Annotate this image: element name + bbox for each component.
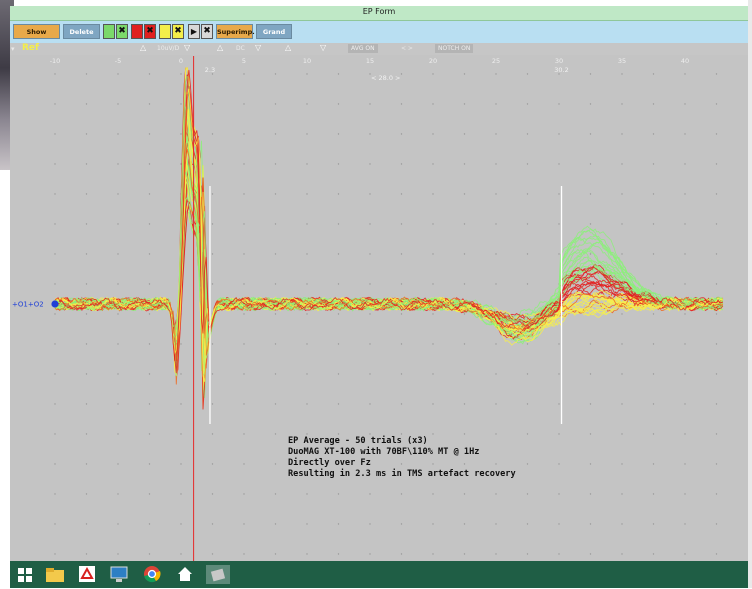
ep-trace [54,136,724,377]
toolbar: Show Cursors Delete all ✖ ✖ ✖ ▶ ✖ Superi… [10,21,748,51]
ep-trace [54,109,724,390]
ep-trace [54,118,723,399]
ep-trace [54,139,723,372]
ep-trace [54,158,724,362]
window-title: EP Form [362,7,396,16]
avg-on-toggle[interactable]: AVG ON [348,44,378,53]
ep-trace [54,183,723,365]
yellow-trace-swatch[interactable] [159,24,171,39]
ref-label: Ref [22,43,39,53]
filter-up-icon[interactable]: △ [285,43,292,52]
ep-trace [54,141,724,377]
x-tick-label: 5 [242,57,246,65]
scale-label: 10uV/D [157,45,180,52]
superimpose-button[interactable]: Superimp. [216,24,255,39]
x-axis-ticks: -10 -5 0 5 10 15 20 25 30 35 40 [50,57,689,65]
ep-trace [54,205,724,377]
title-bar[interactable]: EP Form [10,6,748,21]
chrome-icon[interactable] [141,565,163,584]
control-bar: ▾ Ref △ 10uV/D ▽ △ DC ▽ △ ▽ AVG ON < > N… [10,43,748,55]
red-trace-delete-icon[interactable]: ✖ [144,24,156,39]
cursor-label: 30.2 [554,66,568,74]
ep-trace [54,103,723,398]
coupling-label: DC [236,45,245,52]
nav-arrows[interactable]: < > [401,45,413,52]
scale-up-icon[interactable]: △ [140,43,147,52]
ep-trace [54,172,724,385]
x-tick-label: 0 [179,57,183,65]
windows-start-icon[interactable] [14,565,36,584]
ep-trace [54,120,724,346]
ep-trace [54,141,723,377]
adobe-reader-icon[interactable] [76,565,98,584]
ep-trace [54,88,723,382]
notch-on-toggle[interactable]: NOTCH ON [435,44,474,53]
ep-trace [54,69,723,374]
red-trace-swatch[interactable] [131,24,143,39]
remote-desktop-icon[interactable] [108,565,130,584]
ep-trace [54,66,723,354]
scale-down-icon[interactable]: ▽ [184,43,191,52]
ep-trace [54,74,723,410]
plot-grid [54,73,718,555]
play-icon[interactable]: ▶ [188,24,200,39]
coupling-down-icon[interactable]: ▽ [255,43,262,52]
ep-trace [54,84,723,391]
cursor-layer[interactable]: 2.3 30.2 < 28.0 > [205,66,569,424]
ep-trace [54,91,723,350]
ep-trace [54,144,724,369]
ep-trace [54,142,723,380]
ep-trace [54,129,724,369]
marker-layer: +O1+O2 [12,56,195,561]
ep-trace [54,85,724,371]
x-tick-label: 30 [555,57,563,65]
close-icon[interactable]: ✖ [201,24,213,39]
ref-toggle-icon[interactable]: ▾ [11,45,15,53]
ep-trace [54,67,723,409]
annotation-line: Resulting in 2.3 ms in TMS artefact reco… [288,469,516,479]
annotation-line: EP Average - 50 trials (x3) [288,436,428,446]
filter-down-icon[interactable]: ▽ [320,43,327,52]
channel-origin-marker[interactable] [51,300,59,308]
ep-trace [54,138,723,382]
ep-trace [54,122,723,361]
ep-trace [54,148,723,362]
cursor-interval-label: < 28.0 > [371,74,401,82]
x-tick-label: 20 [429,57,437,65]
app-icon[interactable] [206,565,230,584]
channel-label: +O1+O2 [12,301,44,309]
recording-annotation: EP Average - 50 trials (x3) DuoMAG XT-10… [288,436,516,480]
ep-traces [54,66,724,410]
cursor-label: 2.3 [205,66,215,74]
annotation-line: DuoMAG XT-100 with 70BF\110% MT @ 1Hz [288,447,480,457]
ep-trace [54,111,724,362]
x-tick-label: 35 [618,57,626,65]
x-tick-label: -10 [50,57,61,65]
green-trace-swatch[interactable] [103,24,115,39]
x-tick-label: -5 [115,57,121,65]
screen-edge [748,0,752,588]
ep-trace [54,99,723,399]
ep-trace [54,174,724,346]
x-tick-label: 15 [366,57,374,65]
home-icon[interactable] [174,565,196,584]
x-tick-label: 40 [681,57,689,65]
taskbar [10,561,748,588]
yellow-trace-delete-icon[interactable]: ✖ [172,24,184,39]
ep-trace [54,178,724,368]
x-tick-label: 25 [492,57,500,65]
coupling-up-icon[interactable]: △ [217,43,224,52]
ep-trace [54,169,724,354]
ep-trace [54,153,724,352]
annotation-line: Directly over Fz [288,458,371,468]
file-explorer-icon[interactable] [44,565,66,584]
green-trace-delete-icon[interactable]: ✖ [116,24,128,39]
ep-trace [54,67,724,371]
ep-trace [54,131,724,360]
x-tick-label: 10 [303,57,311,65]
ep-trace [55,93,724,370]
